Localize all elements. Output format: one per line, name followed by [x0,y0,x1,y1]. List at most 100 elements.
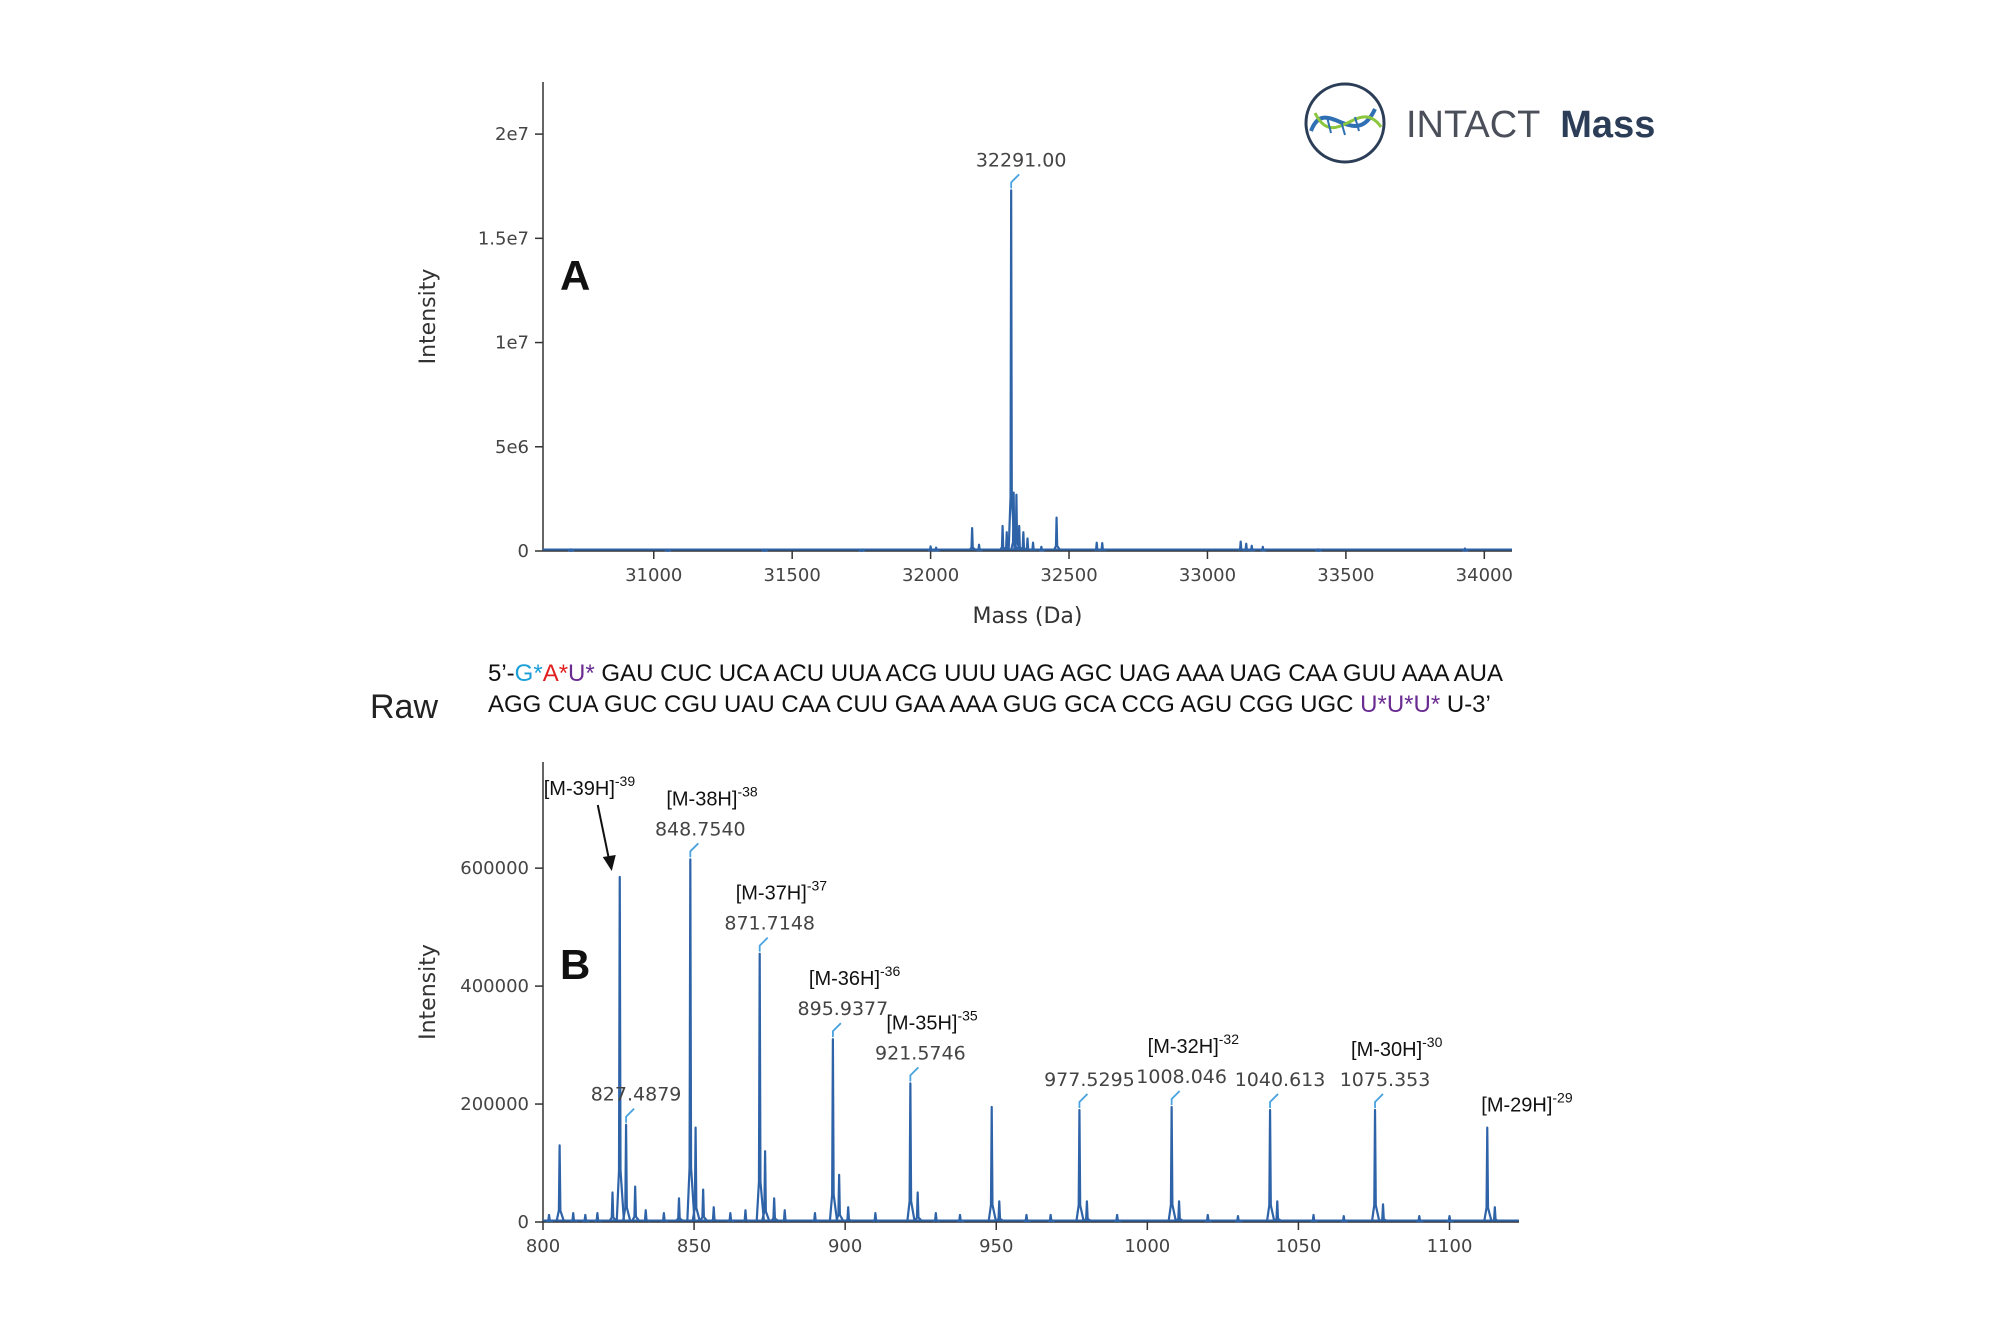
arrow-head [602,855,616,871]
spectrum-peak [582,1213,590,1223]
spectrum-peak [906,1082,916,1222]
peak-annotation-leader [1269,1093,1279,1108]
ion-label: [M-30H]-30 [1351,1034,1443,1061]
x-axis-title: Mass (Da) [973,604,1083,629]
ion-label-base: [M-35H] [886,1012,957,1034]
spectrum-peak [1446,1215,1454,1223]
spectrum-peak [675,1197,684,1222]
ion-label-charge: -38 [737,783,757,799]
ion-label: [M-32H]-32 [1148,1031,1240,1058]
peak-value-label: 895.9377 [798,998,889,1020]
ion-label-charge: -35 [957,1007,977,1023]
spectrum-peak [691,1126,701,1222]
spectrum-peak [761,1150,771,1222]
spectrum-peak [1265,1108,1276,1222]
spectrum-peak [956,1213,965,1223]
ion-label-charge: -36 [880,963,900,979]
spectrum-peak [1249,544,1256,552]
peak-value-label: 1040.613 [1235,1069,1326,1091]
x-tick-label: 31500 [764,565,821,586]
spectrum-peak [1483,1126,1493,1222]
peak-value-label: 827.4879 [591,1084,682,1106]
ion-label: [M-38H]-38 [666,783,758,810]
spectrum-peak [828,1038,839,1222]
x-tick-label: 800 [526,1236,560,1257]
peak-annotation-leader [758,937,769,952]
spectrum-peak [1083,1200,1092,1222]
spectrum-peak [999,524,1007,551]
ion-label-charge: -39 [615,773,635,789]
peak-annotation-leader [1374,1093,1384,1108]
spectrum-peak [1260,545,1267,552]
spectrum-peak [555,1144,565,1222]
x-tick-label: 1050 [1276,1236,1322,1257]
spectrum-peak [546,1213,554,1223]
sequence-segment: U-3’ [1440,691,1491,718]
sequence-segment: A* [543,660,568,687]
x-tick-label: 1100 [1427,1236,1473,1257]
ion-label: [M-35H]-35 [886,1007,978,1034]
spectrum-peak [987,1105,997,1222]
spectrum-peak [1243,542,1250,552]
spectrum-peak [1204,1213,1212,1223]
spectrum-peak [1024,537,1032,552]
spectrum-peak [642,1209,651,1223]
spectrum-peak [932,1212,941,1223]
spectrum-peak [727,1212,735,1223]
spectrum-peak [567,548,575,552]
spectrum-peak [770,1197,780,1222]
x-tick-label: 31000 [625,565,682,586]
y-tick-label: 5e6 [495,437,529,458]
peak-value-label: 871.7148 [724,913,815,935]
panel-label: B [560,941,590,988]
spectrum-peak [844,1206,853,1223]
y-tick-label: 2e7 [495,124,529,145]
spectrum-peak [1053,516,1061,551]
spectrum-peak [995,1200,1005,1222]
chart-b: 0 200000 400000 600000 800 850 900 950 1000 1050 1… [416,762,1573,1257]
spectrum-peak [1038,545,1045,552]
spectrum-peak [686,858,696,1222]
peak-value-label: 32291.00 [976,149,1067,171]
spectrum-peak [913,1191,923,1222]
y-tick-label: 0 [518,541,529,562]
spectrum-peak [1491,1206,1500,1223]
ion-label-base: [M-38H] [666,788,737,810]
x-tick-label: 32500 [1040,565,1097,586]
spectrum-peak [570,1212,578,1223]
logo-brand-bold: Mass [1560,104,1655,146]
spectrum-peak [761,548,769,552]
x-tick-label: 33000 [1179,565,1236,586]
spectrum-peak [594,1212,602,1223]
ion-label-charge: -37 [807,878,827,894]
spectrum-peak [1047,1213,1055,1223]
raw-label: Raw [370,688,438,726]
spectrum-peak [976,543,983,552]
peak-value-label: 977.5295 [1044,1069,1135,1091]
x-tick-label: 32000 [902,565,959,586]
ion-label-base: [M-37H] [736,883,807,905]
spectrum-peak [1023,1213,1031,1223]
spectrum-peak [615,875,626,1222]
spectrum-peak [608,1191,618,1222]
peak-annotation-leader [689,842,699,858]
peak-annotation-leader [1010,173,1020,189]
dna-helix-icon [1304,82,1386,164]
x-tick-label: 850 [677,1236,711,1257]
spectrum-peak [1237,540,1245,552]
intact-mass-logo: INTACT Mass [1304,82,1655,164]
y-tick-label: 0 [518,1212,529,1233]
spectrum-peak [631,1185,641,1222]
x-tick-label: 900 [828,1236,862,1257]
ion-label-base: [M-29H] [1481,1095,1552,1117]
spectrum-peak [1167,1105,1177,1222]
spectrum-peak [1030,541,1037,552]
y-tick-label: 400000 [460,976,529,997]
ion-label: [M-36H]-36 [809,963,901,990]
peak-value-label: 1008.046 [1136,1066,1227,1088]
spectrum-peak [1340,1215,1348,1223]
ion-label: [M-29H]-29 [1481,1090,1573,1117]
sequence-segment: U* [568,660,595,687]
y-tick-label: 1e7 [495,333,529,354]
